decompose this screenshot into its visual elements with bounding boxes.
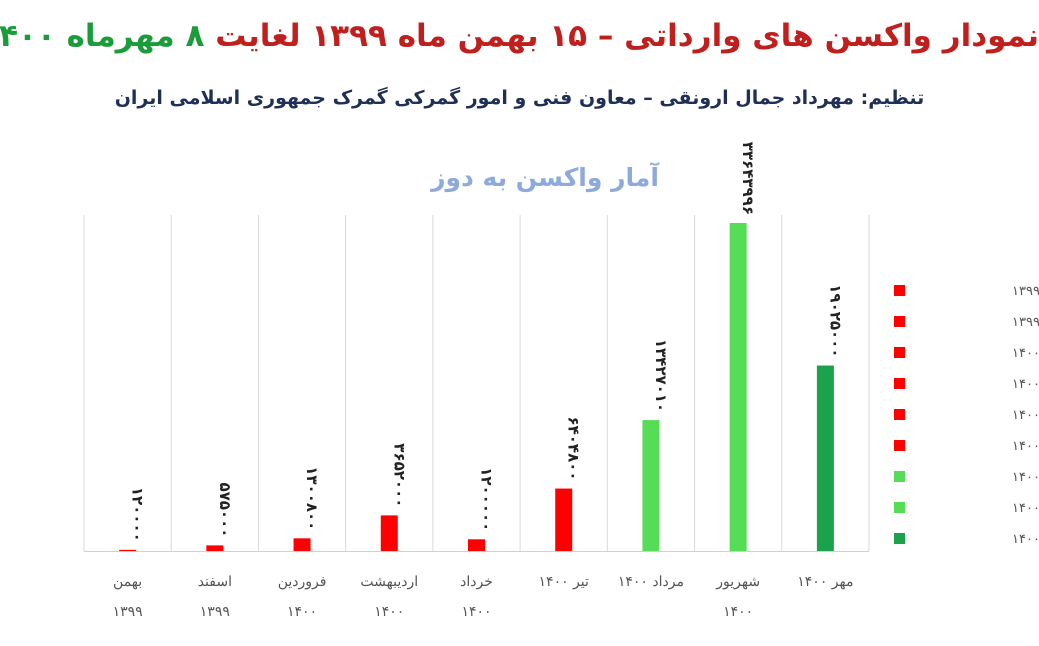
data-label: ۳۶۵۲۰۰۰ [390,443,408,507]
legend-swatch [894,316,905,327]
legend-label: بهمن ۱۳۹۹ [1012,284,1039,299]
bar [816,365,834,551]
data-label: ۱۳۴۲۷۰۱۰ [652,339,670,412]
x-tick-label: مهر ۱۴۰۰ [797,574,853,590]
legend-label: شهریور ۱۴۰۰ [1012,501,1039,516]
chart-data-labels: ۱۲۰۰۰۰ ۵۷۵۰۰۰ ۱۳۰۰۸۰۰ ۳۶۵۲۰۰۰ ۱۲۰۰۰۰۰ ۶۴۰۴۸۰۰… [129,142,845,542]
legend-swatch [894,533,905,544]
title-green-part: ۸ مهرماه ۱۴۰۰ [0,18,205,54]
bar [380,515,398,551]
bar [729,223,747,551]
data-label: ۵۷۵۰۰۰ [216,482,234,537]
x-tick-label: خرداد [460,574,493,590]
chart-title: آمار واکسن به دوز [429,162,660,193]
bar [642,420,660,551]
x-tick-label: اردیبهشت [360,574,418,590]
x-tick-label: ۱۴۰۰ [723,604,753,620]
title-red-part: نمودار واکسن های وارداتی – ۱۵ بهمن ماه ۱… [215,18,1039,54]
data-label: ۶۴۰۴۸۰۰ [565,416,583,480]
legend-label: تیر ۱۴۰۰ [1012,439,1039,454]
bar [293,538,311,551]
chart-bars [119,223,834,551]
legend-swatch [894,409,905,420]
page-title: نمودار واکسن های وارداتی – ۱۵ بهمن ماه ۱… [0,18,1039,54]
x-tick-label: ۱۳۹۹ [200,604,230,620]
x-tick-label: مرداد ۱۴۰۰ [618,574,684,590]
legend-label: اسفند ۱۳۹۹ [1012,315,1039,330]
data-label: ۱۳۰۰۸۰۰ [303,466,321,530]
x-tick-label: بهمن [113,574,142,590]
legend-label: اردیبهشت ۱۴۰۰ [1012,377,1039,392]
bar [206,545,224,551]
x-tick-label: تیر ۱۴۰۰ [539,574,589,590]
legend-swatch [894,471,905,482]
legend-swatch [894,440,905,451]
data-label: ۳۳۶۴۳۹۹۶ [739,142,757,215]
chart-legend: بهمن ۱۳۹۹ اسفند ۱۳۹۹ فروردین ۱۴۰۰ اردیبهشت … [894,284,1039,547]
data-label: ۱۲۰۰۰۰۰ [478,467,496,531]
page-subtitle: تنظیم: مهرداد جمال ارونقی – معاون فنی و … [114,87,925,109]
legend-label: خرداد ۱۴۰۰ [1012,408,1039,423]
legend-swatch [894,378,905,389]
chart-grid [83,215,870,552]
legend-label: مهر ۱۴۰۰ [1012,532,1039,547]
x-tick-label: ۱۴۰۰ [287,604,317,620]
legend-label: مرداد ۱۴۰۰ [1012,470,1039,485]
x-tick-label: ۱۳۹۹ [113,604,143,620]
legend-swatch [894,502,905,513]
x-tick-label: ۱۴۰۰ [461,604,491,620]
x-tick-label: ۱۴۰۰ [374,604,404,620]
x-tick-label: شهریور [715,574,760,590]
data-label: ۱۲۰۰۰۰ [129,487,147,542]
data-label: ۱۹۰۲۵۰۰۰ [826,284,844,357]
legend-label: فروردین ۱۴۰۰ [1012,346,1039,361]
legend-swatch [894,285,905,296]
bar [468,539,485,551]
x-tick-label: فروردین [278,574,327,590]
chart-x-ticks: بهمن ۱۳۹۹ اسفند ۱۳۹۹ فروردین ۱۴۰۰ اردیبهشت ۱۴۰۰… [113,574,854,620]
bar [119,549,137,551]
x-tick-label: اسفند [198,574,232,590]
bar [555,488,573,551]
legend-swatch [894,347,905,358]
